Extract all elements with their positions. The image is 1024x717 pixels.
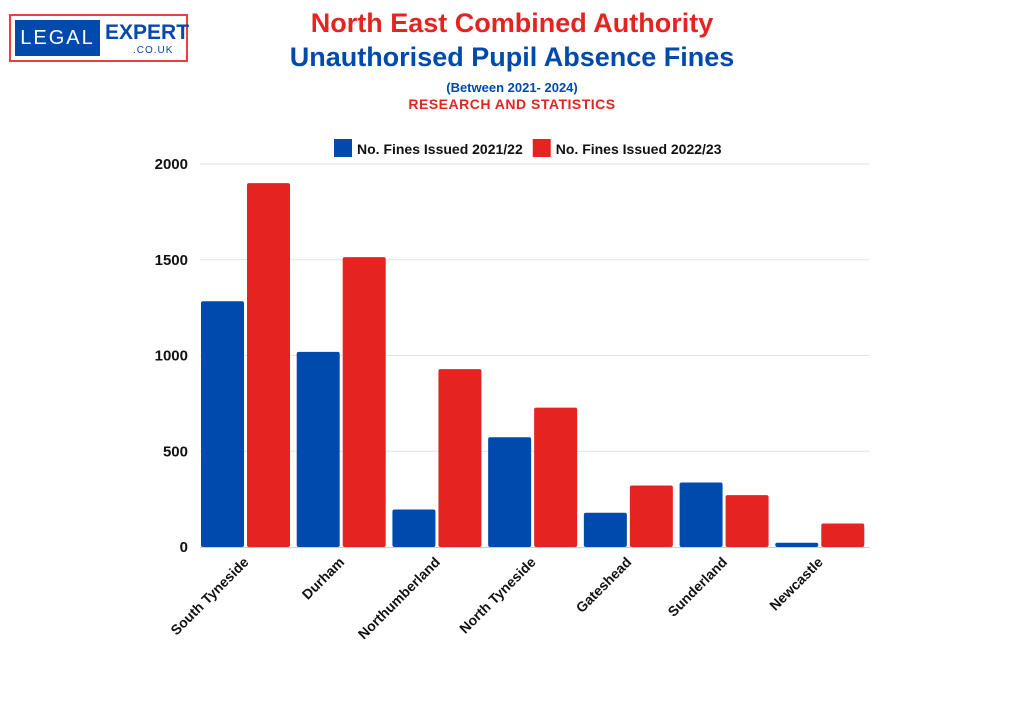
chart-title: North East Combined Authority <box>310 8 714 38</box>
bar-2022-23 <box>534 407 578 547</box>
x-tick-label: Newcastle <box>766 554 826 614</box>
chart-tagline: RESEARCH AND STATISTICS <box>408 96 616 112</box>
chart-note: (Between 2021- 2024) <box>446 80 578 95</box>
legal-expert-logo: LEGAL EXPERT .CO.UK <box>9 14 190 62</box>
legend-swatch <box>532 139 551 157</box>
bar-2022-23 <box>438 369 482 547</box>
x-tick-label: South Tyneside <box>167 554 251 638</box>
y-tick-label: 1000 <box>155 348 188 365</box>
bar-2021-22 <box>201 301 244 547</box>
chart-subtitle: Unauthorised Pupil Absence Fines <box>289 42 735 72</box>
bar-2021-22 <box>392 509 436 547</box>
legend-label: No. Fines Issued 2022/23 <box>556 141 722 157</box>
bar-2021-22 <box>679 482 723 547</box>
bar-2022-23 <box>725 495 769 547</box>
bar-2021-22 <box>775 542 819 547</box>
y-tick-label: 1500 <box>155 252 188 269</box>
y-tick-label: 2000 <box>155 156 188 173</box>
bar-2022-23 <box>629 485 673 547</box>
x-tick-label: North Tyneside <box>456 554 539 637</box>
logo-text-sub: .CO.UK <box>133 45 174 56</box>
bar-2022-23 <box>821 523 865 547</box>
bar-2021-22 <box>488 437 532 547</box>
bar-2022-23 <box>247 183 290 547</box>
bar-2021-22 <box>583 512 627 547</box>
x-tick-label: Sunderland <box>664 554 730 620</box>
y-tick-label: 500 <box>163 443 188 460</box>
x-tick-label: Gateshead <box>573 554 635 616</box>
legend-swatch <box>334 139 352 157</box>
bar-2022-23 <box>342 257 386 547</box>
logo-text-left: LEGAL <box>15 20 100 56</box>
legend-label: No. Fines Issued 2021/22 <box>357 141 523 157</box>
y-tick-label: 0 <box>180 539 188 556</box>
logo-text-right: EXPERT <box>105 21 190 44</box>
x-tick-label: Durham <box>299 554 348 603</box>
bar-2021-22 <box>296 351 340 547</box>
x-tick-label: Northumberland <box>355 554 443 642</box>
